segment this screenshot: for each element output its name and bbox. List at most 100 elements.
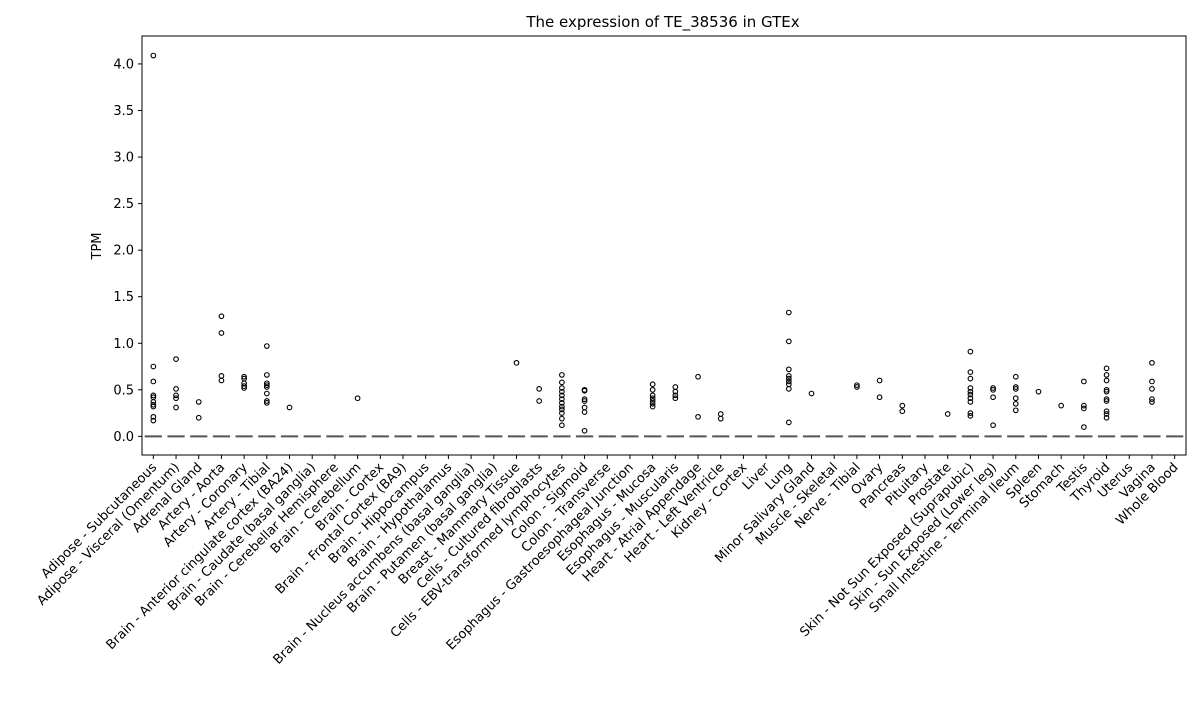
outlier-point xyxy=(536,398,543,404)
outlier-point xyxy=(990,422,996,429)
outlier-point xyxy=(263,384,270,390)
outlier-point xyxy=(717,411,724,417)
outlier-point xyxy=(559,400,565,406)
outlier-point xyxy=(1103,388,1110,395)
outlier-point xyxy=(150,52,157,59)
outlier-point xyxy=(785,378,792,385)
y-tick-label: 1.0 xyxy=(113,337,134,352)
outlier-point xyxy=(808,390,815,397)
outlier-point xyxy=(559,403,565,410)
outlier-point xyxy=(513,359,520,366)
outlier-point xyxy=(854,382,860,389)
outlier-point xyxy=(559,422,565,429)
outlier-point xyxy=(150,403,157,410)
outlier-point xyxy=(1149,378,1155,385)
outlier-point xyxy=(1149,359,1155,366)
y-tick-label: 2.0 xyxy=(113,244,134,259)
outlier-point xyxy=(559,396,565,402)
outlier-point xyxy=(218,330,225,336)
outlier-point xyxy=(967,391,974,398)
outlier-point xyxy=(899,402,906,409)
outlier-point xyxy=(263,343,270,349)
outlier-point xyxy=(785,375,792,382)
outlier-point xyxy=(241,383,247,389)
outlier-point xyxy=(1012,407,1019,414)
outlier-point xyxy=(1035,388,1042,395)
outlier-point xyxy=(1103,398,1110,404)
outlier-point xyxy=(1103,377,1110,384)
outlier-point xyxy=(1012,400,1019,407)
outlier-point xyxy=(241,385,247,391)
outlier-point xyxy=(1103,414,1110,421)
outlier-point xyxy=(1149,399,1155,405)
outlier-point xyxy=(536,386,543,392)
outlier-point xyxy=(1103,372,1110,378)
outlier-point xyxy=(672,388,679,395)
outlier-point xyxy=(967,413,974,419)
outlier-point xyxy=(649,395,656,402)
outlier-point xyxy=(649,398,656,404)
outlier-point xyxy=(559,392,565,399)
outlier-point xyxy=(1103,365,1110,372)
outlier-point xyxy=(559,410,565,416)
outlier-point xyxy=(785,386,792,392)
outlier-point xyxy=(581,427,588,434)
outlier-point xyxy=(944,411,951,417)
outlier-point xyxy=(967,395,974,402)
outlier-point xyxy=(1149,386,1155,392)
outlier-point xyxy=(1103,396,1110,402)
outlier-point xyxy=(559,372,565,378)
outlier-point xyxy=(263,400,270,406)
outlier-point xyxy=(1012,395,1019,402)
outlier-point xyxy=(195,414,202,421)
outlier-point xyxy=(1103,411,1110,417)
y-tick-label: 3.0 xyxy=(113,151,134,166)
outlier-point xyxy=(286,404,293,411)
outlier-point xyxy=(1081,378,1087,385)
outlier-point xyxy=(581,409,588,416)
outlier-point xyxy=(967,385,974,391)
outlier-point xyxy=(785,419,792,426)
outlier-point xyxy=(241,373,247,380)
outlier-point xyxy=(1012,373,1019,380)
outlier-point xyxy=(195,399,202,405)
outlier-point xyxy=(581,387,588,394)
outlier-point xyxy=(854,384,860,390)
outlier-point xyxy=(990,386,996,393)
outlier-point xyxy=(263,390,270,397)
outlier-point xyxy=(876,394,883,401)
outlier-point xyxy=(263,372,270,378)
outlier-point xyxy=(672,384,679,390)
outlier-point xyxy=(173,386,179,392)
outlier-point xyxy=(1012,384,1019,390)
outlier-point xyxy=(581,398,588,404)
outlier-point xyxy=(218,373,225,379)
y-tick-label: 3.5 xyxy=(113,104,134,119)
outlier-point xyxy=(672,392,679,399)
outlier-point xyxy=(559,379,565,386)
y-tick-label: 4.0 xyxy=(113,57,134,72)
outlier-point xyxy=(263,398,270,404)
outlier-point xyxy=(581,404,588,411)
outlier-point xyxy=(649,392,656,399)
outlier-point xyxy=(150,401,157,408)
outlier-point xyxy=(967,348,974,355)
outlier-point xyxy=(173,404,179,411)
outlier-point xyxy=(1103,408,1110,415)
outlier-point xyxy=(1103,386,1110,393)
outlier-point xyxy=(173,356,179,362)
outlier-point xyxy=(1149,396,1155,402)
outlier-point xyxy=(899,408,906,415)
outlier-point xyxy=(649,381,656,388)
outlier-point xyxy=(649,400,656,407)
outlier-point xyxy=(672,395,679,402)
outlier-point xyxy=(218,377,225,384)
outlier-point xyxy=(990,394,996,401)
outlier-point xyxy=(173,395,179,402)
outlier-point xyxy=(559,388,565,395)
outlier-point xyxy=(967,410,974,416)
outlier-point xyxy=(150,363,157,370)
outlier-point xyxy=(559,406,565,413)
